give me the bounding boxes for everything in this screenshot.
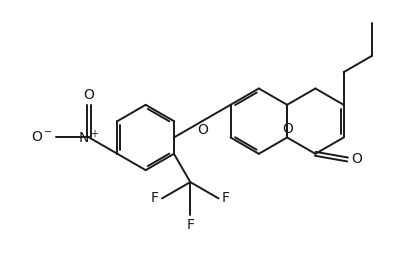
Text: O: O [196,123,207,137]
Text: F: F [151,191,159,205]
Text: $\mathregular{N}^+$: $\mathregular{N}^+$ [78,129,99,146]
Text: O: O [83,88,94,102]
Text: $\mathregular{O}^-$: $\mathregular{O}^-$ [31,130,53,144]
Text: F: F [186,218,194,232]
Text: O: O [350,153,361,166]
Text: O: O [282,122,293,137]
Text: F: F [221,191,229,205]
